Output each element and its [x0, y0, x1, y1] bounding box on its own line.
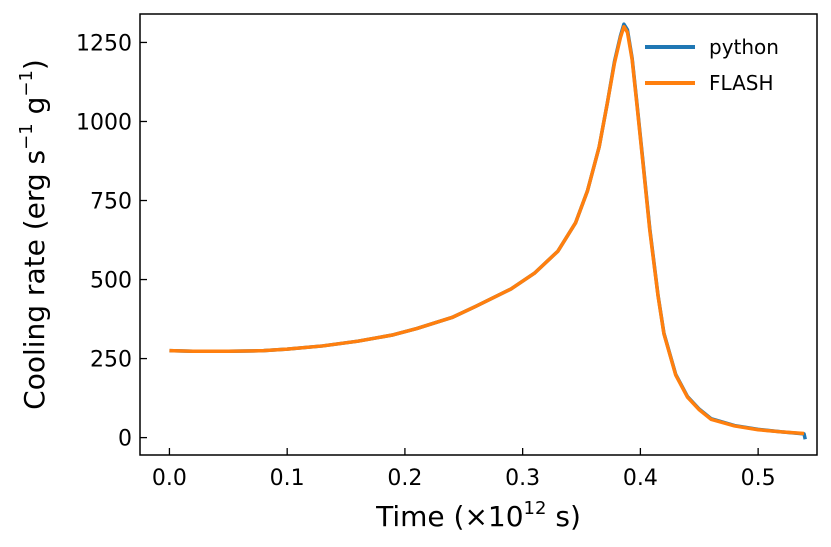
y-tick-label: 500 — [90, 269, 132, 294]
x-axis-title: Time (×1012 s) — [375, 498, 581, 533]
y-tick-label: 750 — [90, 190, 132, 215]
legend-label-python: python — [709, 35, 779, 59]
x-tick-label: 0.4 — [623, 466, 658, 491]
x-tick-label: 0.1 — [270, 466, 305, 491]
plot-area — [169, 22, 807, 440]
y-tick-label: 0 — [118, 427, 132, 452]
x-tick-label: 0.5 — [741, 466, 776, 491]
y-axis-title: Cooling rate (erg s−1 g−1) — [16, 59, 51, 410]
plot-frame — [139, 13, 818, 456]
y-tick-label: 1250 — [76, 31, 132, 56]
x-tick-label: 0.3 — [505, 466, 540, 491]
series-line-flash — [169, 24, 805, 436]
x-tick-label: 0.0 — [152, 466, 187, 491]
x-axis-ticks: 0.0 0.1 0.2 0.3 0.4 0.5 — [152, 448, 776, 491]
legend-label-flash: FLASH — [709, 71, 774, 95]
x-tick-label: 0.2 — [387, 466, 422, 491]
legend: python FLASH — [645, 35, 779, 95]
y-axis-ticks: 0 250 500 750 1000 1250 — [76, 31, 147, 452]
y-tick-label: 1000 — [76, 110, 132, 135]
y-tick-label: 250 — [90, 348, 132, 373]
